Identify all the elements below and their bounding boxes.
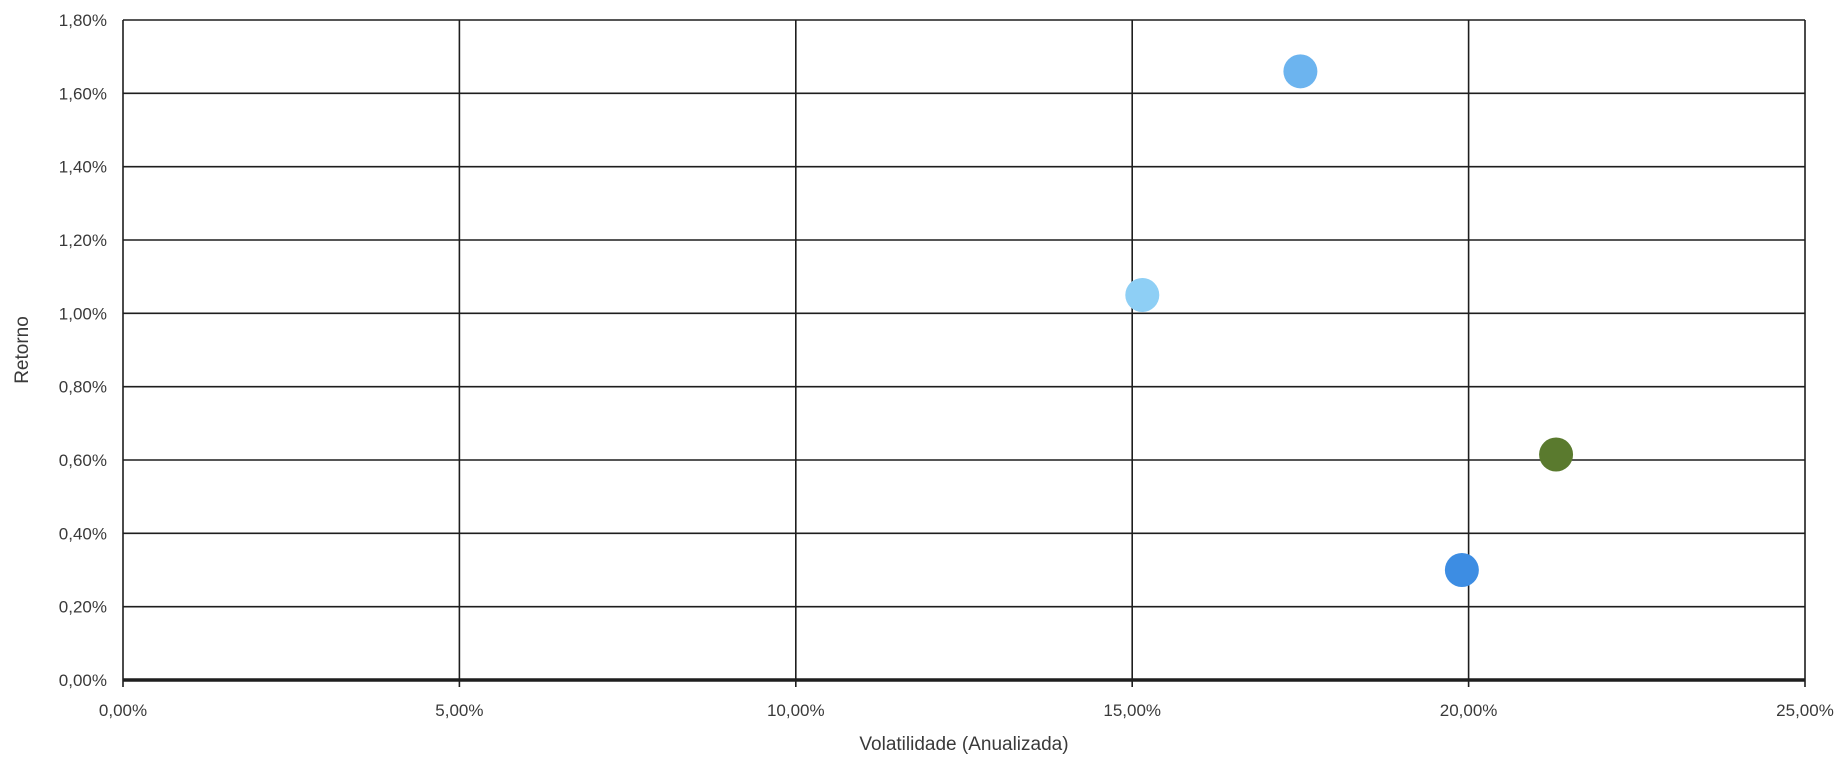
scatter-point (1444, 553, 1479, 587)
y-tick-label: 0,40% (59, 524, 107, 543)
y-tick-label: 1,00% (59, 304, 107, 323)
x-tick-label: 0,00% (99, 701, 147, 720)
x-tick-label: 5,00% (435, 701, 483, 720)
x-tick-label: 20,00% (1440, 701, 1498, 720)
x-tick-label: 25,00% (1776, 701, 1834, 720)
grid-lines (122, 19, 1806, 680)
axes (122, 678, 1806, 687)
data-points (1125, 54, 1574, 587)
y-tick-label: 0,80% (59, 378, 107, 397)
x-axis-title: Volatilidade (Anualizada) (859, 734, 1068, 755)
x-tick-label: 15,00% (1103, 701, 1161, 720)
y-tick-label: 1,40% (59, 158, 107, 177)
y-axis-title: Retorno (12, 316, 33, 384)
y-tick-label: 0,60% (59, 451, 107, 470)
scatter-point (1539, 437, 1574, 472)
tick-labels: 0,00% 0,20% 0,40% 0,60% 0,80% 1,00% 1,20% 1,40%… (59, 11, 1834, 720)
x-tick-label: 10,00% (767, 701, 825, 720)
y-tick-label: 0,00% (59, 671, 107, 690)
y-tick-label: 0,20% (59, 598, 107, 617)
y-tick-label: 1,60% (59, 84, 107, 103)
y-tick-label: 1,80% (59, 11, 107, 30)
y-tick-label: 1,20% (59, 231, 107, 250)
scatter-point (1283, 54, 1318, 89)
scatter-point (1125, 278, 1160, 312)
